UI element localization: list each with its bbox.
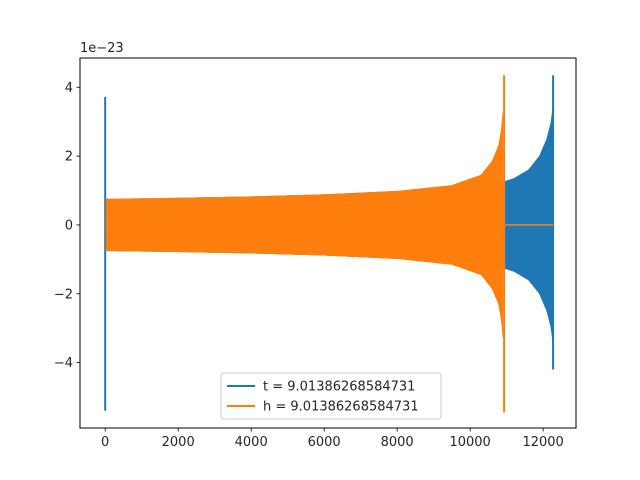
x-tick-label: 4000 — [235, 435, 268, 450]
y-offset-label: 1e−23 — [80, 41, 124, 56]
x-tick-label: 10000 — [449, 435, 490, 450]
y-tick-label: 4 — [65, 81, 73, 96]
series-layer — [104, 75, 555, 413]
x-tick-label: 12000 — [522, 435, 563, 450]
x-tick-label: 2000 — [162, 435, 195, 450]
legend: t = 9.01386268584731 h = 9.01386268584731 — [220, 372, 442, 420]
legend-label: h = 9.01386268584731 — [263, 400, 419, 415]
plot-frame — [79, 57, 577, 429]
y-tick-label: 0 — [65, 218, 73, 233]
y-tick-label: 2 — [65, 150, 73, 165]
y-tick-label: −4 — [54, 356, 73, 371]
y-axis: −4 −2 0 2 4 — [54, 81, 80, 371]
y-tick-label: −2 — [54, 287, 73, 302]
oscillation-band — [105, 112, 504, 338]
legend-label: t = 9.01386268584731 — [263, 380, 415, 395]
x-tick-label: 6000 — [308, 435, 341, 450]
series-h — [105, 75, 554, 413]
x-axis: 0 2000 4000 6000 8000 10000 12000 — [101, 428, 564, 450]
x-tick-label: 8000 — [381, 435, 414, 450]
x-tick-label: 0 — [101, 435, 109, 450]
legend-box — [220, 372, 442, 420]
